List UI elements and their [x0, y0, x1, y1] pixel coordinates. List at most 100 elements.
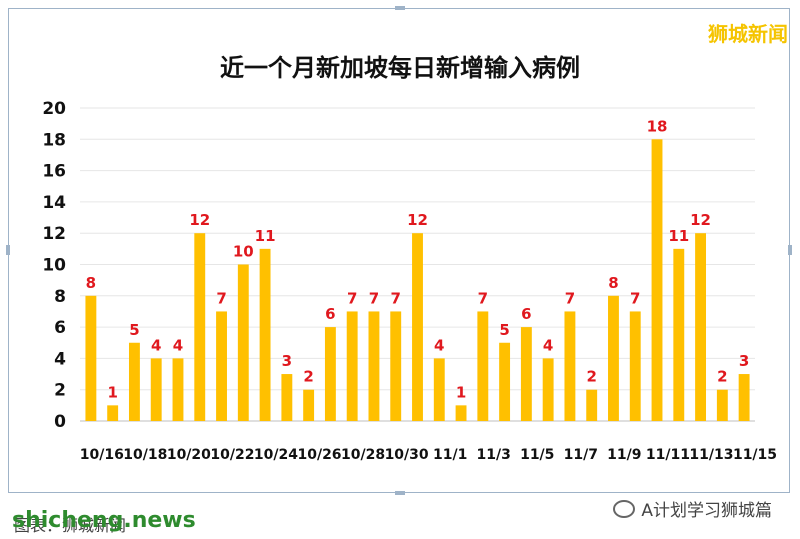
bar: [629, 311, 641, 421]
bar: [85, 295, 97, 421]
bar: [542, 358, 554, 421]
data-label: 7: [478, 289, 488, 307]
source-caption: 图表：狮城新闻: [14, 516, 127, 535]
bar: [608, 295, 619, 421]
resize-handle-left[interactable]: [6, 245, 10, 255]
watermark-bottom: shicheng.news: [12, 508, 196, 533]
data-label: 10: [233, 243, 254, 261]
x-tick-label: 10/16: [80, 447, 124, 463]
data-label: 12: [189, 211, 210, 229]
data-label: 5: [499, 321, 509, 339]
wechat-tag: A计划学习狮城篇: [613, 496, 772, 521]
x-tick-label: 11/1: [433, 447, 467, 463]
data-label: 6: [325, 305, 335, 323]
data-label: 3: [739, 352, 749, 370]
data-label: 7: [347, 289, 357, 307]
data-label: 2: [717, 368, 727, 386]
x-tick-label: 11/11: [646, 447, 690, 463]
data-label: 5: [129, 321, 139, 339]
resize-handle-top[interactable]: [395, 6, 405, 10]
x-tick-label: 10/30: [385, 447, 429, 463]
bar: [194, 233, 206, 421]
data-label: 8: [608, 274, 618, 292]
bar: [259, 248, 271, 421]
data-label: 7: [369, 289, 379, 307]
y-tick-label: 0: [54, 412, 66, 432]
bar: [150, 358, 162, 421]
bar: [673, 248, 685, 421]
x-tick-label: 10/24: [254, 447, 298, 463]
x-tick-label: 11/7: [564, 447, 598, 463]
data-label: 6: [521, 305, 531, 323]
bar: [237, 264, 249, 421]
x-tick-label: 10/26: [297, 447, 341, 463]
data-label: 7: [391, 289, 401, 307]
chart-title: 近一个月新加坡每日新增输入病例: [220, 54, 580, 82]
bar: [324, 327, 336, 421]
bar: [216, 311, 227, 421]
data-label: 1: [456, 383, 466, 401]
data-label: 3: [282, 352, 292, 370]
bar: [564, 311, 576, 421]
data-label: 4: [434, 336, 444, 354]
bar: [433, 358, 445, 421]
data-label: 2: [586, 368, 596, 386]
data-label: 4: [151, 336, 161, 354]
data-label: 7: [216, 289, 226, 307]
bar: [172, 358, 184, 421]
wechat-icon: [613, 499, 636, 518]
y-tick-label: 10: [42, 256, 66, 276]
data-label: 4: [543, 336, 553, 354]
x-tick-label: 11/13: [689, 447, 733, 463]
bar: [477, 311, 489, 421]
bar: [455, 405, 467, 421]
x-tick-label: 10/20: [167, 447, 211, 463]
bar: [303, 389, 315, 421]
data-label: 12: [407, 211, 428, 229]
data-label: 7: [565, 289, 575, 307]
x-tick-label: 11/5: [520, 447, 554, 463]
x-tick-label: 10/18: [123, 447, 167, 463]
data-label: 2: [303, 368, 313, 386]
bar: [390, 311, 402, 421]
bar: [651, 139, 663, 422]
x-tick-label: 11/3: [477, 447, 511, 463]
data-label: 18: [647, 117, 668, 135]
y-tick-label: 8: [54, 287, 66, 307]
bar: [281, 374, 293, 421]
y-tick-label: 14: [42, 193, 66, 213]
bar: [346, 311, 358, 421]
data-label: 7: [630, 289, 640, 307]
bar: [499, 342, 511, 421]
data-label: 4: [173, 336, 183, 354]
data-label: 11: [255, 227, 276, 245]
bar: [520, 327, 532, 421]
x-tick-label: 11/15: [733, 447, 777, 463]
data-label: 8: [86, 274, 96, 292]
bar: [107, 405, 119, 421]
x-tick-label: 10/22: [210, 447, 254, 463]
bar: [412, 233, 423, 421]
wechat-label: A计划学习狮城篇: [641, 501, 772, 521]
bar: [738, 374, 750, 421]
bar: [586, 389, 598, 421]
y-tick-label: 18: [42, 130, 66, 150]
resize-handle-right[interactable]: [788, 245, 792, 255]
y-tick-label: 6: [54, 318, 66, 338]
y-tick-label: 2: [54, 381, 66, 401]
y-tick-label: 16: [42, 162, 66, 182]
data-label: 12: [690, 211, 711, 229]
watermark-top: 狮城新闻: [708, 22, 788, 46]
y-tick-label: 4: [54, 349, 66, 369]
bar: [716, 389, 728, 421]
bar: [695, 233, 707, 421]
y-tick-label: 20: [42, 99, 66, 119]
x-tick-label: 10/28: [341, 447, 385, 463]
resize-handle-bottom[interactable]: [395, 491, 405, 495]
bar: [128, 342, 140, 421]
data-label: 11: [668, 227, 689, 245]
bar: [368, 311, 380, 421]
y-tick-label: 12: [42, 224, 66, 244]
data-label: 1: [107, 383, 117, 401]
